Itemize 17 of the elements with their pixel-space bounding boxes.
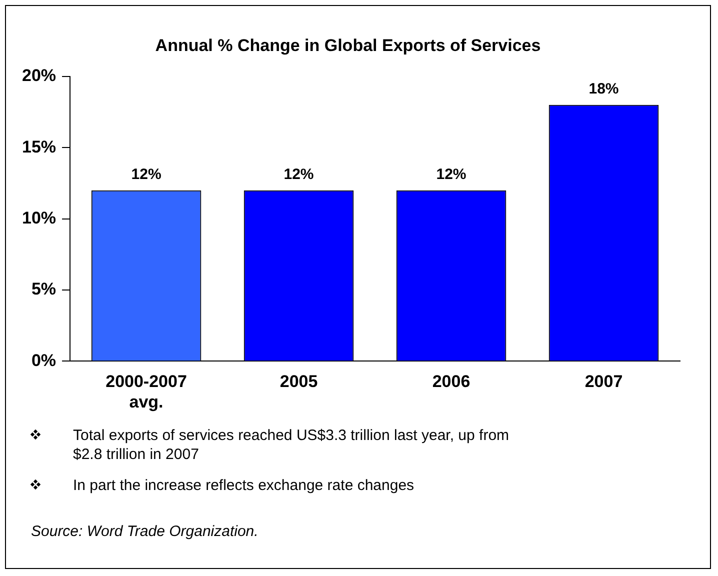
x-tick-label: 2007 <box>584 372 623 392</box>
y-tick-label: 0% <box>31 350 56 370</box>
x-tick-label: 2006 <box>432 372 470 392</box>
y-tick-label: 15% <box>22 137 56 156</box>
x-tick-label: 2005 <box>280 372 318 392</box>
y-tick-label: 20% <box>22 66 56 86</box>
y-tick-label: 5% <box>31 280 56 299</box>
data-label: 18% <box>588 80 619 98</box>
source-note: Source: Word Trade Organization. <box>31 523 260 540</box>
text: In part the increase reflects exchange rate changes <box>73 476 414 495</box>
data-label: 12% <box>131 166 162 183</box>
y-tick-label: 10% <box>22 208 56 228</box>
data-label: 12% <box>436 166 466 183</box>
text: Total exports of services reached US$3.3 trillion last year, up from $2.8 trillion in 2007 <box>73 426 510 464</box>
x-tick-label: 2000-2007 avg. <box>106 372 187 412</box>
data-label: 12% <box>284 166 314 183</box>
chart-title: Annual % Change in Global Exports of Services <box>155 36 541 55</box>
